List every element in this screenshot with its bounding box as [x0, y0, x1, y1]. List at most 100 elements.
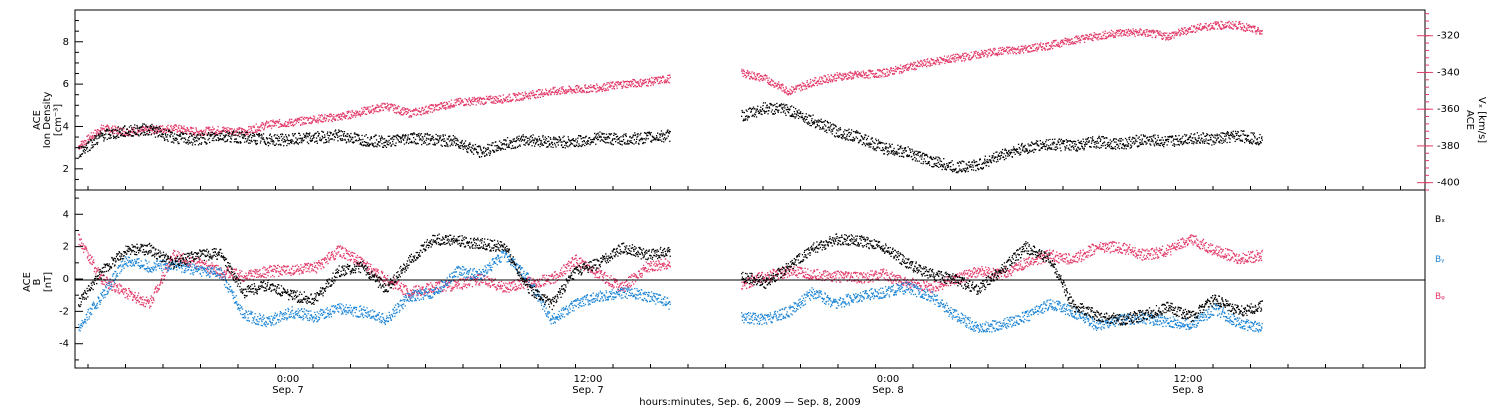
vx-point [577, 87, 579, 89]
vx-point [982, 51, 984, 53]
density-point [763, 110, 765, 112]
density-point [147, 134, 149, 136]
vx-point [959, 57, 962, 60]
vx-point [770, 83, 772, 86]
vx-point [570, 88, 572, 90]
vx-point [1184, 27, 1186, 29]
density-point [269, 133, 271, 135]
vx-point [456, 101, 458, 103]
vx-point [846, 73, 848, 75]
vx-point [317, 120, 320, 122]
density-point [838, 136, 841, 138]
vx-point [1045, 42, 1047, 45]
vx-point [633, 79, 635, 81]
density-point [476, 145, 478, 148]
vx-point [1147, 35, 1149, 37]
density-point [874, 148, 876, 150]
density-point [762, 102, 765, 104]
vx-point [499, 100, 501, 102]
density-point [201, 142, 203, 144]
vx-point [1018, 51, 1020, 53]
vx-point [515, 96, 517, 98]
vx-point [1061, 40, 1064, 42]
vx-point [1054, 45, 1056, 47]
density-point [163, 139, 166, 142]
density-point [343, 131, 346, 133]
vx-point [351, 109, 353, 112]
density-point [477, 146, 480, 148]
density-point [878, 141, 880, 143]
vx-point [1028, 44, 1030, 47]
vx-point [499, 101, 501, 103]
vx-point [88, 140, 90, 142]
vx-point [1013, 48, 1015, 50]
vx-point [758, 76, 760, 79]
vx-point [929, 64, 931, 66]
vx-point [422, 107, 424, 109]
vx-point [1183, 32, 1185, 34]
vx-point [160, 129, 162, 131]
density-point [172, 141, 174, 143]
density-point [364, 144, 366, 146]
vx-point [1057, 41, 1059, 44]
density-point [539, 145, 541, 148]
vx-point [149, 127, 151, 129]
vx-point [370, 110, 373, 112]
density-point [79, 154, 81, 156]
density-point [534, 143, 537, 145]
vx-point [1036, 43, 1038, 45]
density-point [294, 141, 297, 143]
vx-point [925, 66, 928, 68]
vx-point [947, 55, 949, 57]
vx-point [776, 84, 778, 87]
vx-point [582, 91, 584, 93]
vx-point [1154, 31, 1156, 33]
vx-point [888, 71, 891, 73]
vx-point [983, 54, 985, 57]
vx-point [367, 110, 370, 113]
density-point [107, 133, 110, 135]
vx-point [773, 86, 775, 88]
vx-point [1016, 48, 1018, 51]
vx-point [1102, 31, 1104, 33]
vx-point [771, 80, 773, 82]
vx-point [1039, 44, 1041, 47]
density-point [246, 139, 248, 142]
vx-point [1239, 20, 1241, 23]
vx-point [1218, 23, 1220, 26]
vx-point [453, 105, 456, 107]
density-point [618, 137, 621, 139]
vx-point [430, 104, 432, 107]
vx-point [634, 80, 636, 82]
vx-point [100, 127, 102, 129]
density-point [253, 134, 255, 136]
vx-point [1260, 30, 1263, 32]
vx-point [1155, 36, 1157, 38]
density-point [584, 137, 586, 139]
vx-point [275, 124, 277, 127]
vx-point [1256, 29, 1258, 32]
density-point [590, 142, 592, 144]
vx-point [990, 55, 992, 57]
left-tick-label: 8 [63, 37, 69, 48]
density-point [247, 136, 249, 138]
density-point [650, 140, 652, 143]
vx-point [768, 83, 771, 86]
density-point [102, 134, 104, 136]
density-point [533, 139, 535, 141]
density-point [118, 130, 120, 132]
density-point [500, 141, 502, 144]
vx-point [1165, 39, 1167, 41]
density-point [452, 144, 454, 146]
density-point [484, 150, 487, 152]
vx-point [835, 80, 838, 82]
density-point [412, 142, 414, 144]
vx-point [201, 134, 203, 137]
density-point [550, 142, 553, 144]
density-point [498, 147, 500, 149]
vx-point [78, 145, 80, 147]
vx-point [1201, 27, 1203, 29]
vx-point [1060, 39, 1062, 41]
density-point [258, 136, 260, 138]
vx-point [474, 98, 477, 100]
